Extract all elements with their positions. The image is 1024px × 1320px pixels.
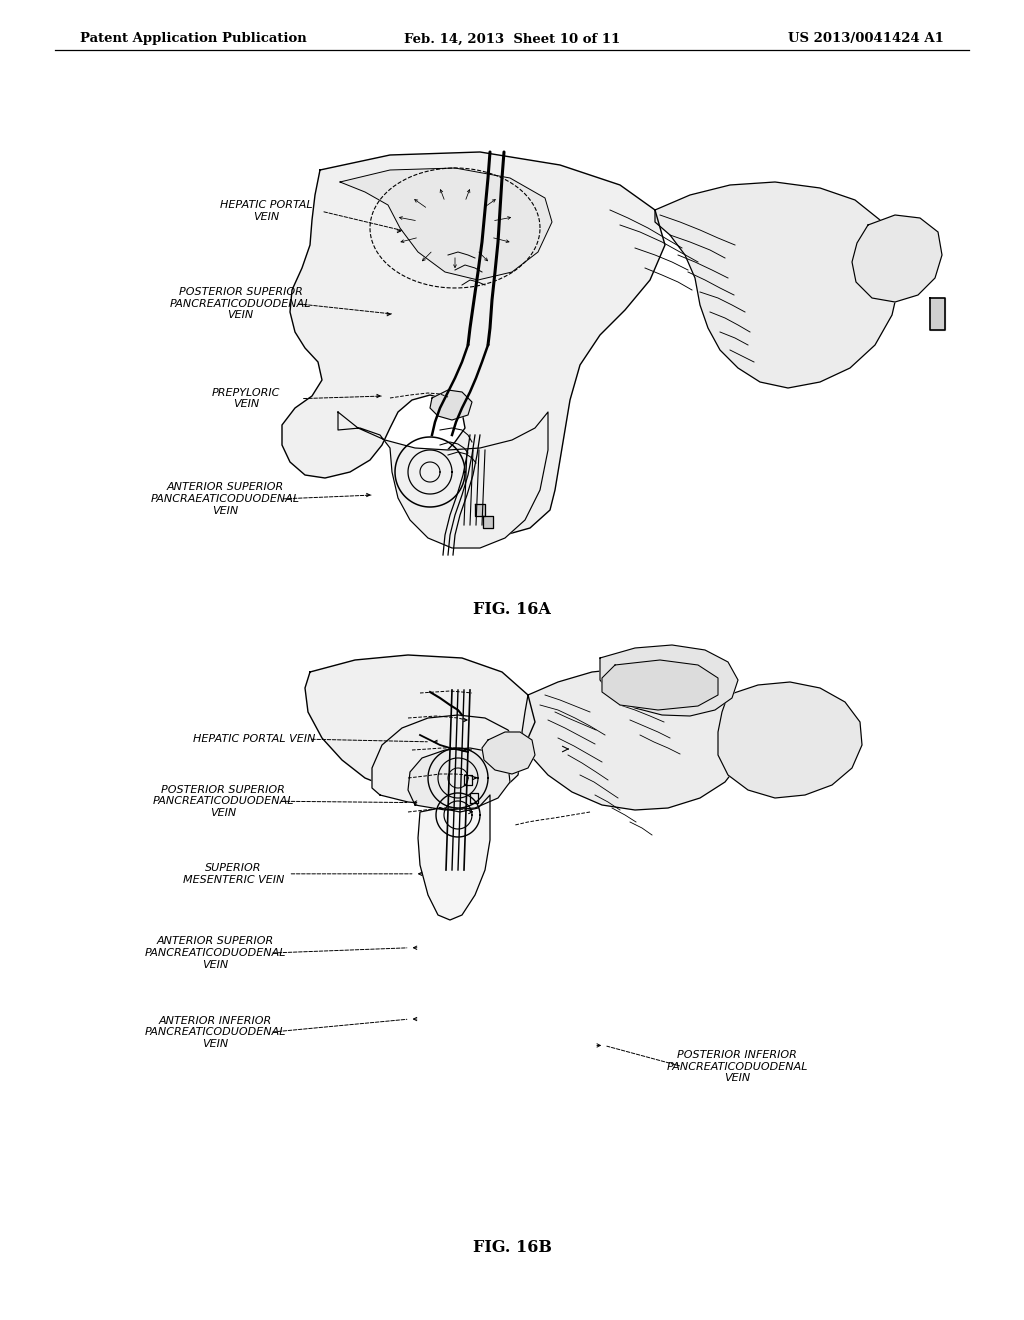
Polygon shape xyxy=(522,668,748,810)
Polygon shape xyxy=(483,516,493,528)
Polygon shape xyxy=(602,660,718,710)
Polygon shape xyxy=(930,298,945,330)
Text: ANTERIOR SUPERIOR
PANCREATICODUODENAL
VEIN: ANTERIOR SUPERIOR PANCREATICODUODENAL VE… xyxy=(144,936,286,970)
Polygon shape xyxy=(372,715,522,805)
Text: FIG. 16A: FIG. 16A xyxy=(473,602,551,618)
Polygon shape xyxy=(338,412,548,548)
Text: HEPATIC PORTAL VEIN: HEPATIC PORTAL VEIN xyxy=(193,734,315,744)
Text: ANTERIOR INFERIOR
PANCREATICODUODENAL
VEIN: ANTERIOR INFERIOR PANCREATICODUODENAL VE… xyxy=(144,1015,286,1049)
Polygon shape xyxy=(418,795,490,920)
Polygon shape xyxy=(475,504,485,516)
Polygon shape xyxy=(430,389,472,420)
Polygon shape xyxy=(852,215,942,302)
Polygon shape xyxy=(305,655,535,795)
Text: POSTERIOR SUPERIOR
PANCREATICODUODENAL
VEIN: POSTERIOR SUPERIOR PANCREATICODUODENAL V… xyxy=(153,784,294,818)
Text: Feb. 14, 2013  Sheet 10 of 11: Feb. 14, 2013 Sheet 10 of 11 xyxy=(403,32,621,45)
Polygon shape xyxy=(482,733,535,774)
Text: US 2013/0041424 A1: US 2013/0041424 A1 xyxy=(788,32,944,45)
Polygon shape xyxy=(655,182,900,388)
Polygon shape xyxy=(718,682,862,799)
Text: SUPERIOR
MESENTERIC VEIN: SUPERIOR MESENTERIC VEIN xyxy=(183,863,284,884)
Text: PREPYLORIC
VEIN: PREPYLORIC VEIN xyxy=(212,388,280,409)
Polygon shape xyxy=(600,645,738,715)
Text: Patent Application Publication: Patent Application Publication xyxy=(80,32,307,45)
Text: POSTERIOR INFERIOR
PANCREATICODUODENAL
VEIN: POSTERIOR INFERIOR PANCREATICODUODENAL V… xyxy=(667,1049,808,1084)
Text: FIG. 16B: FIG. 16B xyxy=(472,1239,552,1255)
Text: ANTERIOR SUPERIOR
PANCRAEATICODUODENAL
VEIN: ANTERIOR SUPERIOR PANCRAEATICODUODENAL V… xyxy=(151,482,300,516)
Polygon shape xyxy=(408,748,510,810)
Polygon shape xyxy=(282,152,665,535)
Polygon shape xyxy=(340,168,552,280)
Text: POSTERIOR SUPERIOR
PANCREATICODUODENAL
VEIN: POSTERIOR SUPERIOR PANCREATICODUODENAL V… xyxy=(170,286,311,321)
Text: HEPATIC PORTAL
VEIN: HEPATIC PORTAL VEIN xyxy=(220,201,312,222)
